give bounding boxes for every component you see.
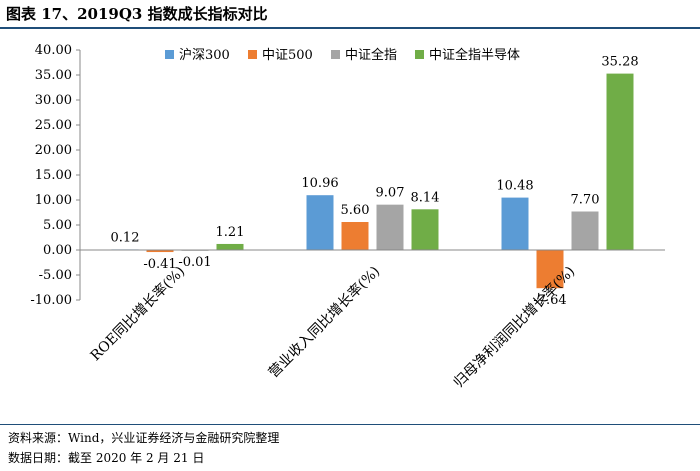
legend-label: 中证500 bbox=[262, 48, 313, 63]
legend-label: 中证全指半导体 bbox=[429, 47, 520, 63]
y-tick-label: 40.00 bbox=[35, 43, 72, 58]
data-label: 10.96 bbox=[301, 176, 338, 191]
footer-rule bbox=[0, 424, 700, 425]
figure-title: 图表 17、2019Q3 指数成长指标对比 bbox=[6, 5, 268, 23]
data-label: 10.48 bbox=[496, 179, 533, 194]
bar bbox=[376, 204, 404, 250]
x-category-label: 归母净利润同比增长率(%) bbox=[450, 263, 578, 391]
bar bbox=[411, 209, 439, 250]
legend-label: 中证全指 bbox=[345, 47, 397, 63]
y-tick-label: 35.00 bbox=[35, 68, 72, 83]
y-tick-label: 15.00 bbox=[35, 168, 72, 183]
data-label: -7.64 bbox=[533, 293, 566, 308]
title-rule bbox=[0, 27, 700, 29]
data-label: 7.70 bbox=[571, 193, 600, 208]
bar bbox=[306, 195, 334, 250]
bar bbox=[146, 250, 174, 253]
x-category-label: ROE同比增长率(%) bbox=[87, 263, 188, 364]
bar bbox=[571, 211, 599, 250]
y-tick-label: 25.00 bbox=[35, 118, 72, 133]
data-label: -0.41 bbox=[143, 257, 176, 272]
data-label: 5.60 bbox=[341, 203, 370, 218]
bar bbox=[501, 197, 529, 250]
date-note: 数据日期：截至 2020 年 2 月 21 日 bbox=[8, 451, 205, 465]
y-tick-label: 5.00 bbox=[43, 218, 72, 233]
y-tick-label: 20.00 bbox=[35, 143, 72, 158]
legend-swatch bbox=[331, 50, 340, 59]
source-note: 资料来源：Wind，兴业证券经济与金融研究院整理 bbox=[8, 431, 280, 445]
y-tick-label: -5.00 bbox=[39, 268, 72, 283]
bar bbox=[341, 222, 369, 250]
legend-swatch bbox=[165, 50, 174, 59]
data-label: -0.01 bbox=[178, 255, 211, 270]
y-tick-label: 10.00 bbox=[35, 193, 72, 208]
data-label: 9.07 bbox=[376, 186, 405, 201]
y-tick-label: 0.00 bbox=[43, 243, 72, 258]
title-bar: 图表 17、2019Q3 指数成长指标对比 bbox=[0, 0, 700, 26]
legend-swatch bbox=[248, 50, 257, 59]
bar-chart: 40.00 35.00 30.00 25.00 20.00 15.00 10.00 5.00 0… bbox=[30, 43, 665, 391]
data-label: 8.14 bbox=[411, 190, 440, 205]
data-label: 0.12 bbox=[111, 230, 140, 245]
bar bbox=[216, 243, 244, 250]
y-tick-label: 30.00 bbox=[35, 93, 72, 108]
bar bbox=[606, 73, 634, 250]
bar bbox=[536, 250, 564, 289]
legend-label: 沪深300 bbox=[179, 47, 230, 63]
data-label: 1.21 bbox=[216, 225, 245, 240]
legend-swatch bbox=[415, 50, 424, 59]
data-label: 35.28 bbox=[601, 55, 638, 70]
x-category-label: 营业收入同比增长率(%) bbox=[265, 263, 383, 381]
y-tick-label: -10.00 bbox=[30, 293, 72, 308]
